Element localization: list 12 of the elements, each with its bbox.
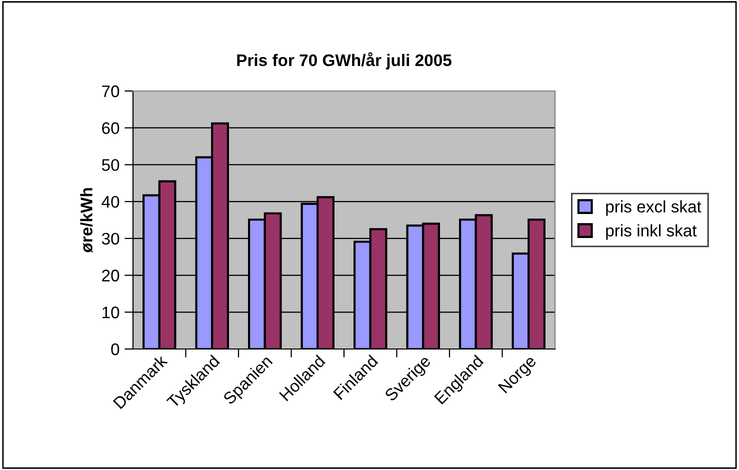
chart-title: Pris for 70 GWh/år juli 2005 [237,52,452,70]
y-tick-label: 40 [102,196,120,208]
y-tick-label: 20 [102,270,120,282]
y-tick-label: 60 [102,122,120,134]
legend-label: pris inkl skat [606,224,697,240]
y-axis-title: øre/kWh [80,188,93,253]
legend-label: pris excl skat [606,200,702,216]
y-tick-label: 70 [102,85,120,98]
y-tick-label: 50 [102,159,120,171]
y-tick-label: 0 [111,343,120,356]
y-tick-label: 30 [102,232,120,245]
y-tick-label: 10 [102,306,120,318]
